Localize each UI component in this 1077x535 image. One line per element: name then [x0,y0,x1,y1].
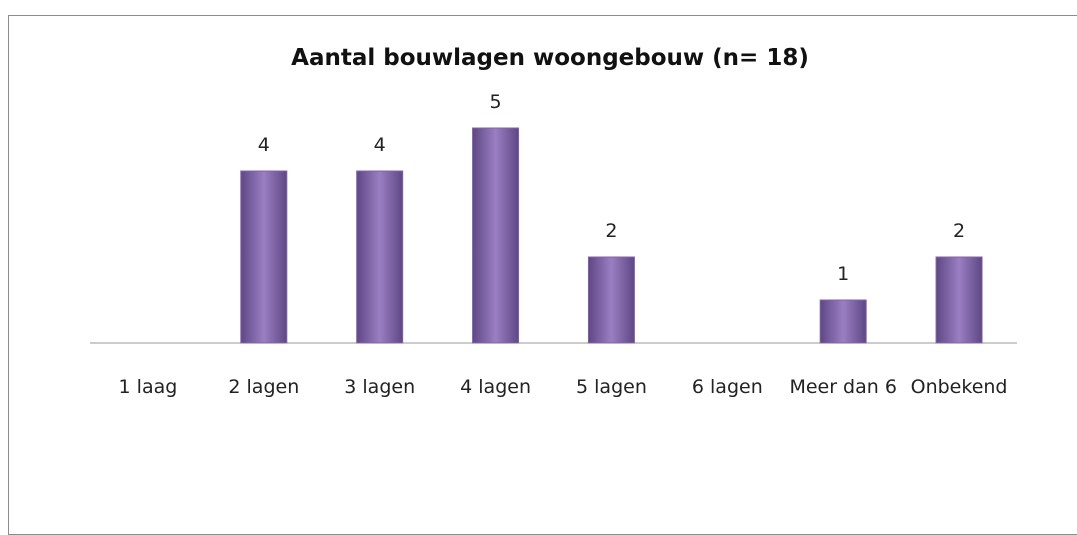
x-tick-label: 3 lagen [344,376,416,398]
x-tick-label: 5 lagen [576,376,647,398]
bar [356,170,404,344]
data-label: 4 [258,134,270,156]
x-tick-label: Onbekend [910,376,1008,398]
data-label: 2 [953,220,965,242]
data-label: 4 [374,134,386,156]
bar [819,299,867,344]
data-label: 2 [605,220,617,242]
data-label: 5 [490,91,502,113]
x-tick-label: 6 lagen [691,376,763,398]
x-tick-label: Meer dan 6 [789,376,897,398]
bar [587,256,635,344]
bar [472,127,520,344]
bar [935,256,983,344]
x-tick-label: 2 lagen [228,376,300,398]
bar [240,170,288,344]
chart-title: Aantal bouwlagen woongebouw (n= 18) [291,45,809,71]
x-tick-label: 4 lagen [460,376,531,398]
x-tick-label: 1 laag [118,376,178,398]
data-label: 1 [837,263,849,285]
